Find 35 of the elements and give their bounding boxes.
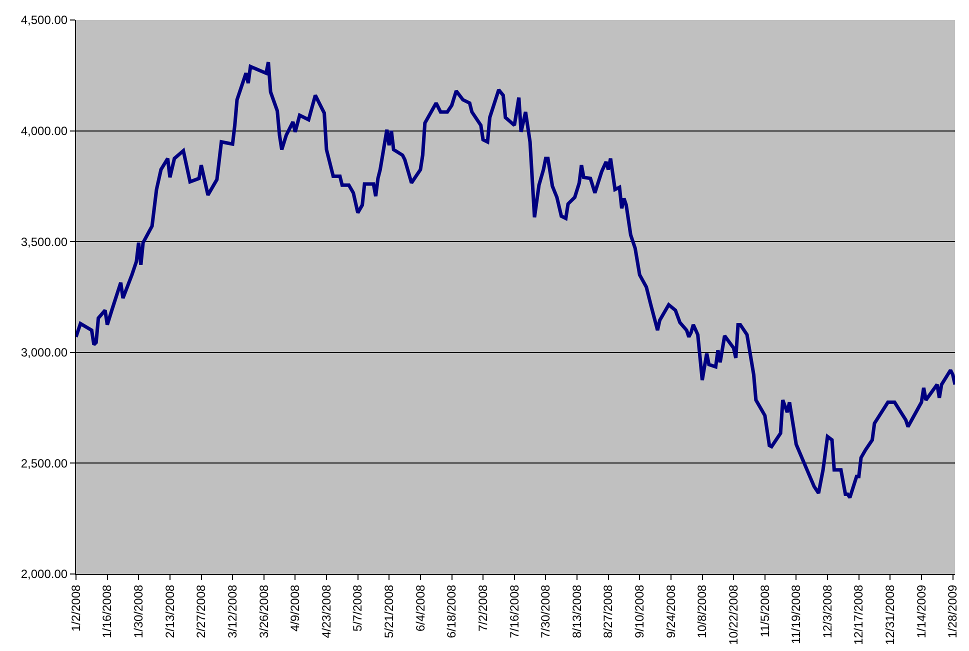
x-tick-label: 2/27/2008 bbox=[194, 584, 208, 638]
y-tick-label: 2,500.00 bbox=[20, 456, 68, 470]
x-tick-label: 6/18/2008 bbox=[444, 584, 459, 638]
x-tick-label: 12/31/2008 bbox=[883, 584, 898, 645]
x-tick-label: 1/14/2009 bbox=[914, 584, 928, 638]
x-tick-label: 7/2/2008 bbox=[476, 584, 490, 632]
x-tick-label: 7/16/2008 bbox=[507, 584, 522, 638]
x-tick-label: 8/27/2008 bbox=[601, 584, 616, 638]
y-tick-label: 4,000.00 bbox=[20, 124, 68, 138]
x-tick-label: 11/19/2008 bbox=[789, 584, 804, 644]
x-tick-label: 7/30/2008 bbox=[538, 584, 553, 638]
y-tick-label: 2,000.00 bbox=[20, 567, 68, 582]
x-tick-label: 1/16/2008 bbox=[100, 584, 114, 638]
x-tick-label: 6/4/2008 bbox=[413, 584, 428, 632]
x-tick-label: 9/10/2008 bbox=[632, 584, 647, 638]
x-tick-label: 3/12/2008 bbox=[225, 584, 240, 638]
x-tick-label: 1/2/2008 bbox=[68, 584, 83, 632]
x-tick-label: 11/5/2008 bbox=[758, 584, 772, 638]
x-tick-label: 8/13/2008 bbox=[570, 584, 584, 638]
x-tick-label: 5/21/2008 bbox=[382, 584, 396, 638]
x-tick-label: 1/28/2009 bbox=[946, 584, 960, 638]
x-tick-label: 4/9/2008 bbox=[288, 584, 302, 632]
x-tick-label: 1/30/2008 bbox=[132, 584, 146, 638]
y-tick-label: 3,500.00 bbox=[20, 234, 68, 249]
y-tick-label: 4,500.00 bbox=[20, 13, 68, 28]
x-tick-label: 9/24/2008 bbox=[664, 584, 678, 638]
x-tick-label: 3/26/2008 bbox=[256, 584, 271, 638]
x-tick-label: 12/17/2008 bbox=[852, 584, 866, 645]
y-tick-label: 3,000.00 bbox=[20, 346, 68, 360]
x-tick-label: 10/8/2008 bbox=[695, 584, 710, 638]
x-tick-label: 2/13/2008 bbox=[162, 584, 177, 638]
x-tick-label: 5/7/2008 bbox=[350, 584, 365, 632]
x-tick-label: 10/22/2008 bbox=[726, 584, 740, 645]
x-tick-label: 12/3/2008 bbox=[820, 584, 834, 638]
x-tick-label: 4/23/2008 bbox=[319, 584, 334, 638]
